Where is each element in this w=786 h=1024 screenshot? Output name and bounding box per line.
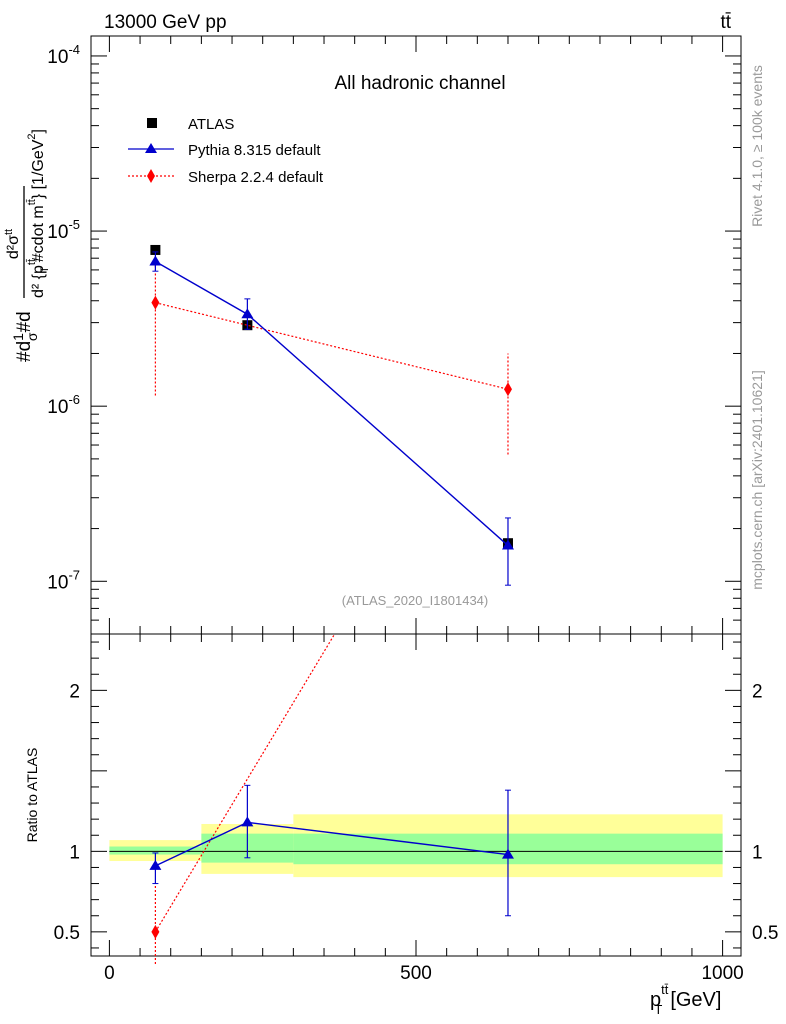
svg-text:#d1σ#d: #d1σ#d [10, 311, 40, 362]
legend-label-sherpa: Sherpa 2.2.4 default [188, 169, 324, 186]
main-sherpa-point [151, 295, 160, 310]
x-tick-label: 500 [400, 963, 432, 984]
ratio-band-inner [109, 846, 202, 855]
analysis-tag: (ATLAS_2020_I1801434) [342, 593, 488, 608]
main-sherpa-line [155, 302, 509, 390]
svg-text:d²σtt: d²σtt [3, 229, 22, 259]
energy-label: 13000 GeV pp [104, 12, 227, 33]
ratio-frame [90, 633, 742, 957]
main-y-tick-label: 10-5 [47, 217, 80, 243]
main-pythia-line [155, 260, 509, 547]
svg-text:ptt̄T[GeV]: ptt̄ T [GeV] [650, 982, 721, 1017]
ratio-y-axis-label: Ratio to ATLAS [24, 748, 40, 843]
ratio-sherpa-point [151, 924, 160, 939]
chart-title: All hadronic channel [334, 73, 505, 94]
main-pythia-point [149, 255, 162, 266]
ratio-panel: 0 500 1000 0.5 0.5 1 1 2 2 [54, 633, 778, 984]
ratio-y-tick-label-right: 1 [752, 842, 763, 863]
legend-label-atlas: ATLAS [188, 116, 234, 133]
main-sherpa-point [503, 382, 512, 397]
legend-marker-atlas [147, 118, 157, 128]
main-y-tick-label: 10-4 [47, 42, 80, 68]
main-y-axis-label: #d1σ#d d²σtt d² {ptt̄T#cdot mtt̄} [1/GeV… [3, 129, 51, 362]
x-tick-label: 0 [104, 963, 115, 984]
ratio-pythia-point [149, 859, 162, 870]
ratio-sherpa-line [154, 634, 336, 933]
legend: ATLAS Pythia 8.315 default Sherpa 2.2.4 … [128, 116, 324, 186]
x-tick-label: 1000 [701, 963, 743, 984]
rivet-version-label: Rivet 4.1.0, ≥ 100k events [749, 65, 765, 227]
mcplots-source-label: mcplots.cern.ch [arXiv:2401.10621] [749, 370, 765, 589]
main-pythia-point [501, 539, 514, 550]
main-y-tick-label: 10-7 [47, 567, 80, 593]
main-pythia-point [241, 308, 254, 319]
ratio-y-tick-label-right: 0.5 [752, 923, 778, 944]
main-atlas-point [150, 244, 161, 255]
legend-marker-sherpa [147, 169, 155, 183]
legend-label-pythia: Pythia 8.315 default [188, 142, 321, 159]
ratio-y-tick-label: 1 [69, 842, 80, 863]
ratio-pythia-point [241, 816, 254, 827]
ratio-y-tick-label: 0.5 [54, 923, 80, 944]
legend-marker-pythia [145, 143, 157, 153]
process-label: tt̄ [720, 12, 731, 33]
main-y-tick-label: 10-6 [47, 392, 80, 418]
ratio-pythia-point [501, 848, 514, 859]
svg-text:d² {ptt̄T#cdot mtt̄} [1/GeV2]: d² {ptt̄T#cdot mtt̄} [1/GeV2] [26, 129, 51, 298]
ratio-y-tick-label: 2 [69, 681, 80, 702]
x-axis-label: ptt̄ T [GeV] [650, 982, 721, 1017]
ratio-y-tick-label-right: 2 [752, 681, 763, 702]
